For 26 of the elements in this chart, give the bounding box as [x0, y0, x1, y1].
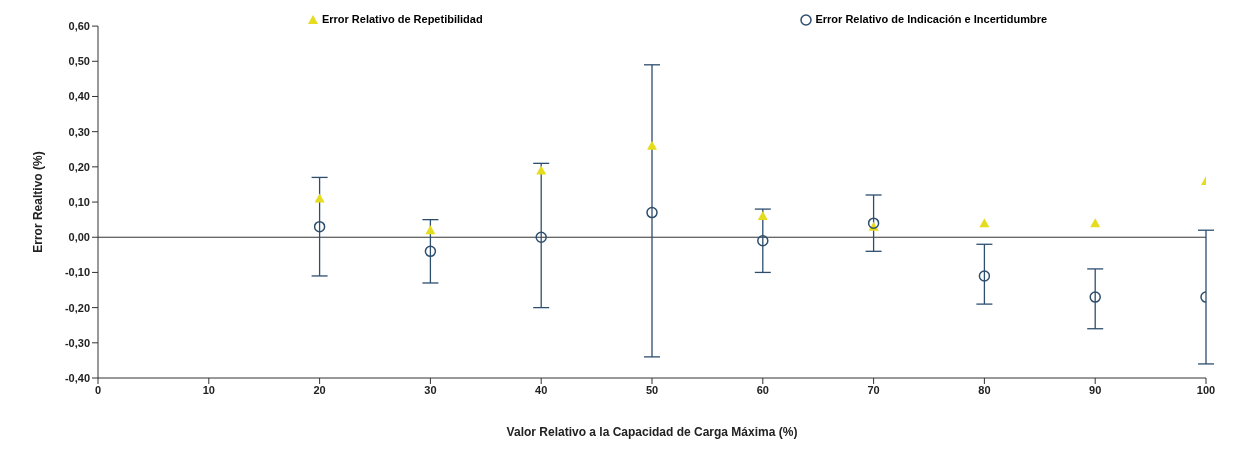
legend-label: Error Relativo de Repetibilidad [320, 13, 483, 27]
y-tick-label: -0,10 [64, 266, 90, 279]
y-tick-label: 0,50 [68, 55, 90, 68]
y-axis-title: Error Realtivo (%) [31, 151, 46, 253]
y-tick-label: 0,10 [68, 195, 90, 208]
y-tick-label: -0,20 [64, 301, 90, 314]
y-tick-label: 0,30 [68, 125, 90, 138]
x-tick-label: 10 [202, 383, 215, 396]
legend-label: Error Relativo de Indicación e Incertidumbre [814, 13, 1048, 27]
x-tick-label: 60 [756, 383, 769, 396]
x-tick-label: 30 [424, 383, 437, 396]
x-tick-label: 70 [867, 383, 880, 396]
y-tick-label: 0,40 [68, 90, 90, 103]
y-tick-label: 0,20 [68, 160, 90, 173]
x-tick-label: 100 [1196, 383, 1216, 396]
y-tick-label: 0,60 [68, 20, 90, 32]
y-tick-label: -0,40 [64, 371, 90, 384]
x-axis-title: Valor Relativo a la Capacidad de Carga Máxima (%) [506, 425, 798, 439]
x-tick-label: 20 [313, 383, 326, 396]
x-tick-label: 40 [535, 383, 548, 396]
x-tick-label: 80 [978, 383, 991, 396]
x-tick-label: 50 [645, 383, 659, 396]
y-tick-label: 0,00 [68, 231, 90, 244]
x-tick-label: 0 [94, 383, 102, 396]
y-tick-label: -0,30 [64, 336, 90, 349]
x-tick-label: 90 [1089, 383, 1102, 396]
